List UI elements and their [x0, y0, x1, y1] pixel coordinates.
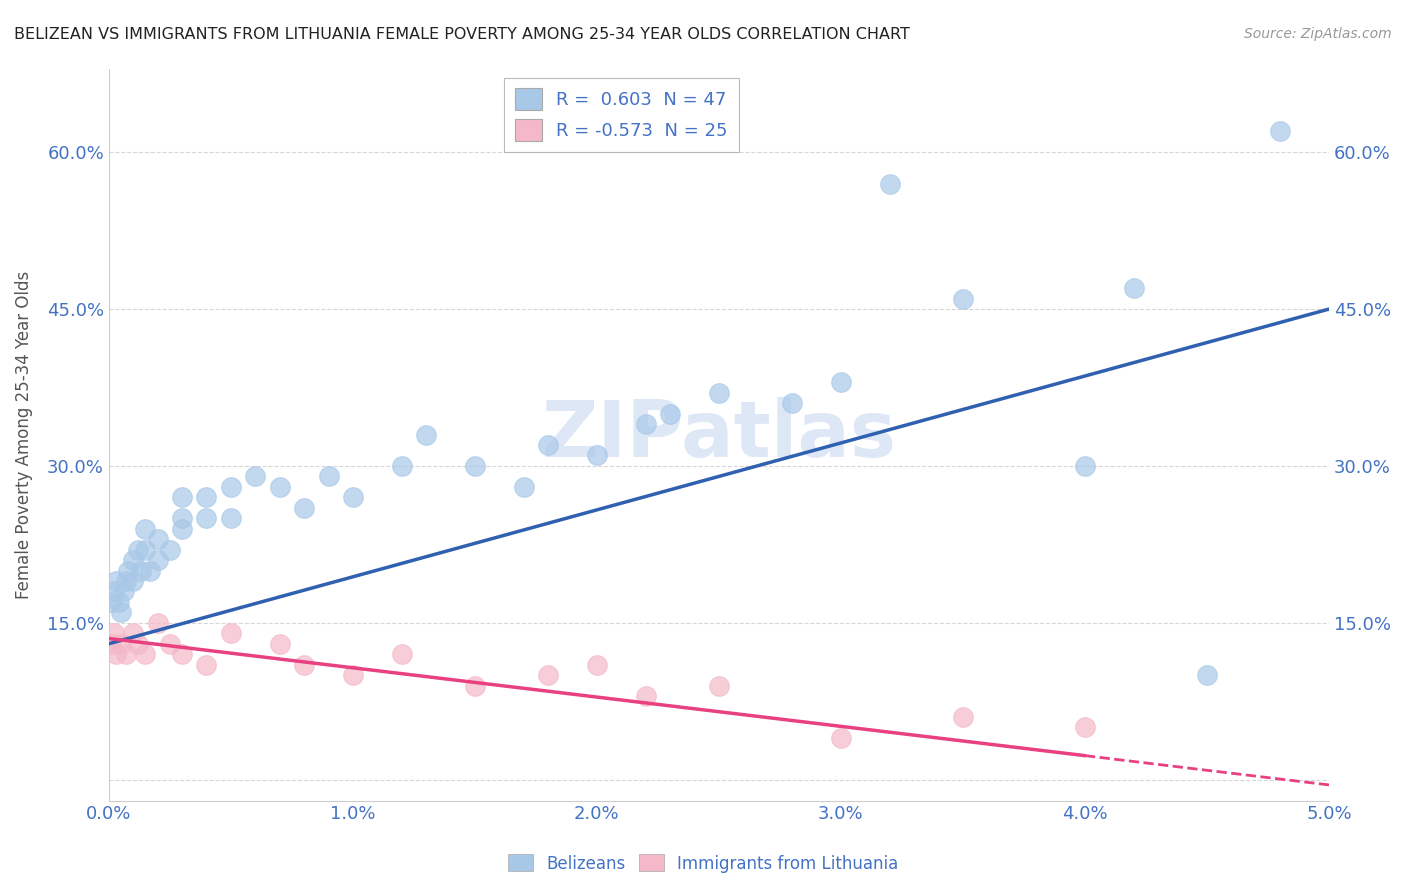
Point: [115, 647, 138, 661]
Point: [342, 491, 364, 505]
Point: [292, 500, 315, 515]
Point: [117, 564, 139, 578]
Point: [105, 647, 128, 661]
Point: [122, 626, 145, 640]
Point: [1122, 281, 1144, 295]
Point: [134, 647, 156, 661]
Point: [195, 657, 218, 672]
Point: [269, 480, 291, 494]
Text: Source: ZipAtlas.com: Source: ZipAtlas.com: [1244, 27, 1392, 41]
Point: [269, 637, 291, 651]
Point: [115, 574, 138, 588]
Point: [464, 679, 486, 693]
Point: [707, 385, 730, 400]
Point: [415, 427, 437, 442]
Point: [134, 522, 156, 536]
Point: [146, 615, 169, 630]
Text: BELIZEAN VS IMMIGRANTS FROM LITHUANIA FEMALE POVERTY AMONG 25-34 YEAR OLDS CORRE: BELIZEAN VS IMMIGRANTS FROM LITHUANIA FE…: [14, 27, 910, 42]
Point: [245, 469, 267, 483]
Point: [110, 637, 132, 651]
Point: [146, 532, 169, 546]
Point: [219, 511, 242, 525]
Text: ZIPatlas: ZIPatlas: [541, 397, 897, 473]
Point: [100, 637, 122, 651]
Point: [292, 657, 315, 672]
Point: [122, 553, 145, 567]
Point: [830, 731, 852, 745]
Point: [879, 177, 901, 191]
Point: [110, 606, 132, 620]
Point: [219, 480, 242, 494]
Point: [139, 564, 162, 578]
Point: [172, 511, 194, 525]
Point: [391, 647, 413, 661]
Point: [1195, 668, 1218, 682]
Point: [659, 407, 682, 421]
Point: [1270, 124, 1292, 138]
Point: [1074, 458, 1097, 473]
Point: [112, 584, 135, 599]
Point: [391, 458, 413, 473]
Point: [1074, 720, 1097, 734]
Point: [537, 668, 560, 682]
Point: [159, 637, 181, 651]
Point: [103, 584, 125, 599]
Point: [830, 376, 852, 390]
Point: [952, 710, 974, 724]
Point: [195, 511, 218, 525]
Point: [952, 292, 974, 306]
Point: [195, 491, 218, 505]
Point: [342, 668, 364, 682]
Point: [172, 491, 194, 505]
Point: [122, 574, 145, 588]
Point: [172, 522, 194, 536]
Point: [172, 647, 194, 661]
Point: [634, 417, 657, 431]
Point: [586, 449, 609, 463]
Point: [464, 458, 486, 473]
Point: [512, 480, 534, 494]
Point: [537, 438, 560, 452]
Legend: Belizeans, Immigrants from Lithuania: Belizeans, Immigrants from Lithuania: [501, 847, 905, 880]
Point: [103, 626, 125, 640]
Point: [107, 595, 129, 609]
Point: [134, 542, 156, 557]
Point: [146, 553, 169, 567]
Point: [586, 657, 609, 672]
Y-axis label: Female Poverty Among 25-34 Year Olds: Female Poverty Among 25-34 Year Olds: [15, 270, 32, 599]
Point: [127, 542, 149, 557]
Point: [100, 595, 122, 609]
Point: [318, 469, 340, 483]
Point: [105, 574, 128, 588]
Point: [707, 679, 730, 693]
Point: [219, 626, 242, 640]
Point: [127, 637, 149, 651]
Point: [780, 396, 803, 410]
Point: [634, 689, 657, 703]
Point: [129, 564, 152, 578]
Legend: R =  0.603  N = 47, R = -0.573  N = 25: R = 0.603 N = 47, R = -0.573 N = 25: [503, 78, 738, 153]
Point: [159, 542, 181, 557]
